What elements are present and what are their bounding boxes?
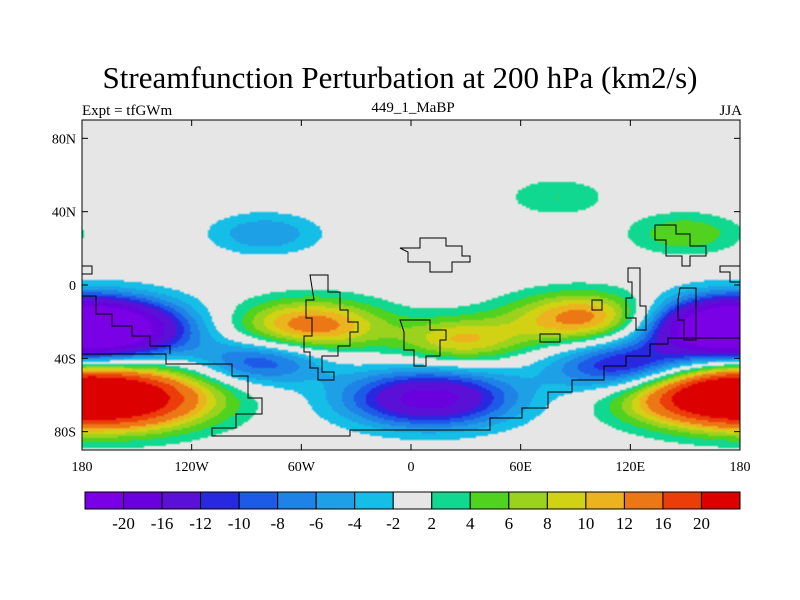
pacific-islands-outline	[82, 265, 171, 354]
season-label: JJA	[719, 103, 742, 119]
y-tick-label: 80N	[52, 132, 76, 147]
colorbar-level-label: 8	[543, 514, 552, 533]
colorbar-box	[662, 491, 702, 510]
colorbar-level-label: -20	[112, 514, 135, 533]
africa-outline	[399, 237, 471, 367]
colorbar-box	[238, 491, 279, 510]
australia-outline	[625, 267, 697, 341]
coastlines	[82, 224, 740, 437]
x-tick-label: 120W	[175, 460, 210, 475]
experiment-label: Expt = tfGWm	[82, 103, 173, 119]
colorbar-box	[161, 491, 202, 510]
colorbar-level-label: 2	[428, 514, 437, 533]
colorbar-labels: -20 -16 -12 -10 -8 -6 -4 -2 2 4 6 8 10 12 16 20	[112, 514, 710, 533]
y-tick-label: 80S	[54, 426, 76, 441]
streamfunction-field	[82, 120, 740, 450]
colorbar-box	[354, 491, 394, 510]
asia-outline	[654, 224, 740, 283]
y-tick-label: 0	[69, 279, 76, 294]
colorbar-level-label: -6	[309, 514, 323, 533]
colorbar-box	[84, 491, 125, 510]
colorbar-boxes	[84, 491, 741, 510]
run-label: 449_1_MaBP	[371, 100, 455, 116]
colorbar-box	[546, 491, 587, 510]
x-tick-label: 60E	[509, 460, 532, 475]
colorbar-box	[469, 491, 510, 510]
colorbar-box	[431, 491, 471, 510]
indonesia-outline	[539, 299, 603, 343]
colorbar-level-label: 4	[466, 514, 475, 533]
colorbar-box	[200, 491, 240, 510]
colorbar-level-label: -4	[348, 514, 363, 533]
colorbar-box	[392, 491, 433, 510]
colorbar-box	[277, 491, 317, 510]
colorbar-box	[123, 491, 163, 510]
antarctica-outline	[82, 337, 740, 437]
colorbar-box	[585, 491, 625, 510]
colorbar-level-label: -8	[271, 514, 285, 533]
chart-title: Streamfunction Perturbation at 200 hPa (…	[102, 60, 698, 95]
colorbar-level-label: -10	[228, 514, 251, 533]
colorbar-level-label: 20	[693, 514, 710, 533]
colorbar-level-label: 16	[654, 514, 671, 533]
colorbar-level-label: 12	[616, 514, 633, 533]
y-tick-label: 40N	[52, 206, 76, 221]
x-tick-label: 60W	[288, 460, 316, 475]
x-tick-label: 120E	[616, 460, 646, 475]
x-tick-label: 180	[730, 460, 751, 475]
colorbar-level-label: -12	[189, 514, 212, 533]
y-axis-ticks: 80N 40N 0 40S 80S	[52, 132, 740, 441]
x-axis-ticks: 180 120W 60W 0 60E 120E 180	[72, 120, 751, 475]
y-tick-label: 40S	[54, 352, 76, 367]
colorbar-level-label: -2	[386, 514, 400, 533]
colorbar-box	[700, 491, 741, 510]
colorbar-level-label: 6	[505, 514, 514, 533]
x-tick-label: 0	[408, 460, 415, 475]
colorbar-box	[508, 491, 548, 510]
south-america-outline	[303, 274, 359, 381]
colorbar-box	[315, 491, 356, 510]
colorbar-level-label: 10	[577, 514, 594, 533]
colorbar-level-label: -16	[151, 514, 174, 533]
colorbar-box	[623, 491, 664, 510]
x-tick-label: 180	[72, 460, 93, 475]
